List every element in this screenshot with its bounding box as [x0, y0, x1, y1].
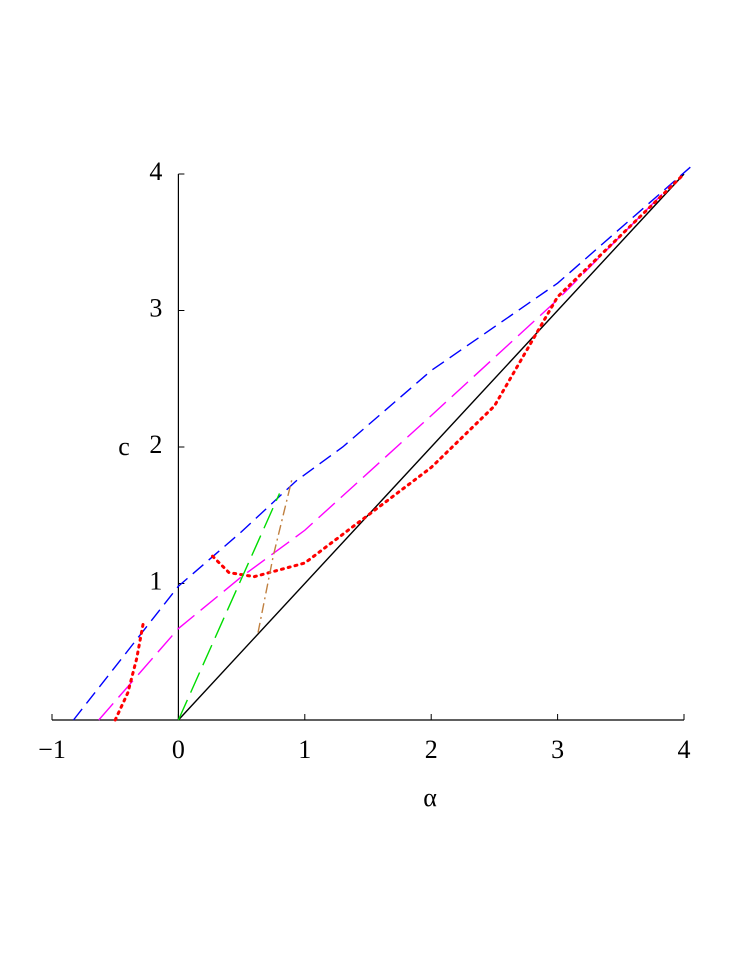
- x-axis-label: α: [423, 783, 437, 812]
- y-tick-label: 2: [149, 430, 162, 459]
- series-line: [113, 622, 145, 722]
- x-tick-label: 4: [678, 735, 691, 764]
- y-tick-label: 3: [149, 293, 162, 322]
- y-tick-label: 4: [149, 157, 162, 186]
- x-tick-label: 2: [425, 735, 438, 764]
- series-line: [177, 173, 685, 721]
- series-line: [72, 166, 691, 721]
- y-tick-label: 1: [149, 566, 162, 595]
- x-tick-label: 1: [298, 735, 311, 764]
- x-tick-label: 3: [551, 735, 564, 764]
- series-line: [257, 478, 293, 633]
- series-line: [98, 184, 672, 721]
- series-line: [177, 493, 281, 721]
- x-tick-label: −1: [38, 735, 66, 764]
- series-line: [211, 172, 686, 579]
- y-axis-label: c: [118, 432, 130, 461]
- x-tick-label: 0: [172, 735, 185, 764]
